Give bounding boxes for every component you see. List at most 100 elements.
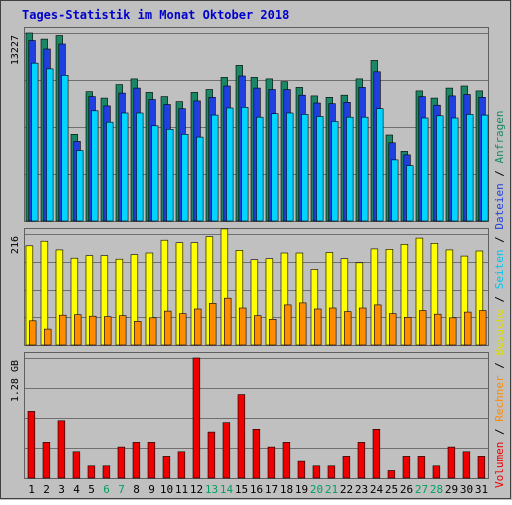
- x-tick-label: 2: [43, 483, 50, 496]
- x-tick-label: 6: [103, 483, 110, 496]
- bar-seiten-day-8: [136, 112, 144, 222]
- bar-rechner-day-11: [179, 313, 187, 346]
- bar-rechner-day-22: [343, 311, 352, 346]
- bar-volumen-day-19: [297, 460, 306, 479]
- bar-seiten-day-26: [406, 165, 414, 222]
- bar-volumen-day-29: [447, 446, 456, 479]
- x-tick-label: 27: [415, 483, 428, 496]
- x-tick-label: 29: [445, 483, 458, 496]
- x-tick-label: 12: [190, 483, 203, 496]
- bar-seiten-day-10: [166, 129, 174, 222]
- legend-entry: /: [493, 289, 506, 309]
- legend-entry: Anfragen: [493, 110, 506, 163]
- x-tick-label: 31: [475, 483, 488, 496]
- bar-seiten-day-15: [241, 107, 249, 222]
- x-tick-label: 15: [235, 483, 248, 496]
- bar-seiten-day-7: [121, 112, 129, 222]
- y-tick-label: 216: [10, 236, 21, 254]
- bar-rechner-day-31: [478, 310, 487, 346]
- bar-seiten-day-12: [196, 136, 204, 222]
- bar-seiten-day-6: [106, 121, 114, 222]
- x-tick-label: 5: [88, 483, 95, 496]
- bar-volumen-day-25: [387, 470, 396, 479]
- x-tick-label: 3: [58, 483, 65, 496]
- x-tick-label: 16: [250, 483, 263, 496]
- y-tick-label: 13227: [10, 35, 21, 65]
- bar-volumen-day-4: [72, 451, 81, 479]
- x-tick-label: 21: [325, 483, 338, 496]
- bar-seiten-day-3: [61, 75, 69, 222]
- bar-rechner-day-6: [104, 316, 112, 346]
- bar-rechner-day-29: [448, 317, 457, 346]
- bar-volumen-day-14: [222, 422, 231, 479]
- bar-rechner-day-9: [149, 317, 157, 346]
- x-tick-label: 22: [340, 483, 353, 496]
- bar-volumen-day-2: [42, 442, 51, 479]
- x-tick-label: 18: [280, 483, 293, 496]
- bar-seiten-day-27: [421, 117, 429, 222]
- chart-panels: 13227 216 1.28 GB: [10, 27, 489, 479]
- bar-seiten-day-14: [226, 107, 234, 222]
- x-tick-label: 1: [28, 483, 35, 496]
- bar-seiten-day-30: [466, 114, 474, 222]
- bar-volumen-day-5: [87, 465, 96, 479]
- legend-entry: Rechner: [493, 375, 506, 422]
- bar-rechner-day-8: [134, 321, 142, 346]
- x-tick-label: 28: [430, 483, 443, 496]
- bar-seiten-day-21: [331, 121, 339, 222]
- bar-volumen-day-20: [312, 465, 321, 479]
- chart-title: Tages-Statistik im Monat Oktober 2018: [22, 8, 289, 22]
- x-tick-label: 24: [370, 483, 384, 496]
- bar-rechner-day-23: [358, 307, 367, 346]
- bar-volumen-day-3: [57, 420, 66, 479]
- bar-rechner-day-26: [403, 316, 412, 346]
- legend-entry: /: [493, 422, 506, 442]
- bar-seiten-day-11: [181, 134, 189, 222]
- bar-volumen-day-13: [207, 431, 216, 479]
- bar-rechner-day-25: [388, 313, 397, 346]
- bar-rechner-day-20: [313, 308, 322, 346]
- panel-top: 13227: [10, 27, 489, 222]
- bar-volumen-day-16: [252, 428, 261, 479]
- bar-volumen-day-11: [177, 451, 186, 479]
- bar-rechner-day-4: [74, 314, 82, 346]
- bar-volumen-day-27: [417, 456, 426, 479]
- legend-entry: /: [493, 230, 506, 250]
- panel-middle: 216: [10, 228, 489, 346]
- bar-seiten-day-29: [451, 117, 459, 222]
- bar-seiten-day-19: [301, 114, 309, 222]
- x-tick-label: 13: [205, 483, 218, 496]
- bar-volumen-day-31: [477, 456, 486, 479]
- bar-rechner-day-15: [239, 307, 247, 346]
- bar-rechner-day-30: [463, 311, 472, 346]
- bar-volumen-day-10: [162, 456, 171, 479]
- y-tick-label: 1.28 GB: [10, 360, 21, 402]
- bar-seiten-day-18: [286, 112, 294, 222]
- bar-rechner-day-7: [119, 315, 127, 346]
- bar-seiten-day-28: [436, 115, 444, 222]
- bar-volumen-day-18: [282, 442, 291, 479]
- x-axis-labels: 1 2 3 4 5 6 7 8 9 10 11 12 13 14 15 16 17 18 19 20 21 22 23 24 2…: [28, 483, 488, 496]
- x-tick-label: 7: [118, 483, 125, 496]
- x-tick-label: 9: [148, 483, 155, 496]
- bar-seiten-day-17: [271, 113, 279, 222]
- bar-seiten-day-16: [256, 116, 264, 222]
- x-tick-label: 25: [385, 483, 398, 496]
- x-tick-label: 26: [400, 483, 413, 496]
- bar-volumen-day-26: [402, 456, 411, 479]
- bar-rechner-day-1: [28, 320, 37, 346]
- bar-seiten-day-1: [31, 62, 39, 222]
- bar-seiten-day-23: [361, 116, 369, 222]
- x-tick-label: 8: [133, 483, 140, 496]
- bar-rechner-day-2: [43, 328, 52, 346]
- bar-volumen-day-6: [102, 465, 111, 479]
- x-tick-label: 4: [73, 483, 80, 496]
- bar-rechner-day-14: [224, 297, 232, 346]
- bar-seiten-day-22: [346, 116, 354, 222]
- bar-rechner-day-24: [373, 304, 382, 346]
- bar-seiten-day-13: [211, 114, 219, 222]
- panel-bottom: 1.28 GB: [10, 352, 489, 479]
- bar-volumen-day-12: [192, 357, 201, 479]
